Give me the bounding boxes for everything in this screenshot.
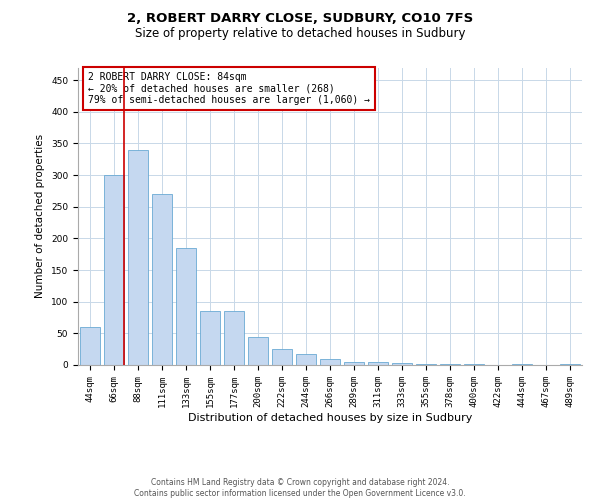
X-axis label: Distribution of detached houses by size in Sudbury: Distribution of detached houses by size … bbox=[188, 412, 472, 422]
Bar bbox=[176, 248, 196, 365]
Text: Size of property relative to detached houses in Sudbury: Size of property relative to detached ho… bbox=[135, 28, 465, 40]
Bar bbox=[512, 364, 532, 365]
Bar bbox=[80, 327, 100, 365]
Bar bbox=[224, 311, 244, 365]
Bar bbox=[560, 364, 580, 365]
Text: 2, ROBERT DARRY CLOSE, SUDBURY, CO10 7FS: 2, ROBERT DARRY CLOSE, SUDBURY, CO10 7FS bbox=[127, 12, 473, 26]
Bar bbox=[272, 349, 292, 365]
Bar bbox=[440, 364, 460, 365]
Bar bbox=[392, 363, 412, 365]
Bar bbox=[128, 150, 148, 365]
Bar bbox=[248, 336, 268, 365]
Bar bbox=[152, 194, 172, 365]
Bar bbox=[464, 364, 484, 365]
Bar bbox=[104, 175, 124, 365]
Bar bbox=[296, 354, 316, 365]
Text: 2 ROBERT DARRY CLOSE: 84sqm
← 20% of detached houses are smaller (268)
79% of se: 2 ROBERT DARRY CLOSE: 84sqm ← 20% of det… bbox=[88, 72, 370, 105]
Bar bbox=[416, 364, 436, 365]
Bar bbox=[200, 311, 220, 365]
Bar bbox=[320, 358, 340, 365]
Bar bbox=[344, 362, 364, 365]
Bar bbox=[368, 362, 388, 365]
Text: Contains HM Land Registry data © Crown copyright and database right 2024.
Contai: Contains HM Land Registry data © Crown c… bbox=[134, 478, 466, 498]
Y-axis label: Number of detached properties: Number of detached properties bbox=[35, 134, 46, 298]
